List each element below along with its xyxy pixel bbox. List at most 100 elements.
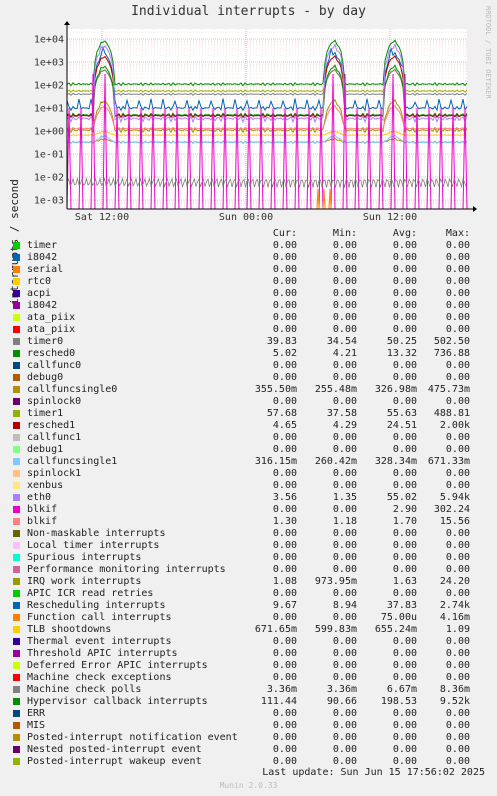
blkif-spike: [318, 107, 324, 210]
blkif-spike: [426, 107, 432, 210]
legend-avg: 0.00: [392, 276, 417, 287]
blkif-spike: [450, 107, 456, 210]
legend-avg: 0.00: [392, 636, 417, 647]
blkif-spike: [126, 107, 132, 210]
legend-label: callfunc0: [27, 360, 82, 371]
legend-max: 2.74k: [439, 600, 470, 611]
legend-max: 488.81: [433, 408, 470, 419]
legend-max: 0.00: [445, 660, 470, 671]
legend-item: Non-maskable interrupts 0.00 0.00 0.00 0.00: [0, 528, 497, 540]
legend-swatch: [13, 686, 20, 693]
legend-item: Nested posted-interrupt event 0.00 0.00 0.0…: [0, 744, 497, 756]
legend-max: 0.00: [445, 744, 470, 755]
legend-min: 8.94: [332, 600, 357, 611]
legend-item: Performance monitoring interrupts 0.00 0.0…: [0, 564, 497, 576]
legend-max: 2.00k: [439, 420, 470, 431]
legend-min: 0.00: [332, 372, 357, 383]
legend-cur: 57.68: [266, 408, 297, 419]
legend-label: eth0: [27, 492, 52, 503]
y-tick-label: 1e+03: [34, 58, 64, 69]
legend-cur: 39.83: [266, 336, 297, 347]
legend-cur: 1.08: [272, 576, 297, 587]
legend-label: callfuncsingle1: [27, 456, 118, 467]
legend-item: callfuncsingle1 316.15m 260.42m 328.34m 671.…: [0, 456, 497, 468]
legend-cur: 0.00: [272, 252, 297, 263]
legend-label: Machine check exceptions: [27, 672, 172, 683]
legend-swatch: [13, 242, 20, 249]
legend-min: 0.00: [332, 564, 357, 575]
series-line: [66, 45, 468, 112]
legend-min: 0.00: [332, 732, 357, 743]
legend-min: 0.00: [332, 756, 357, 767]
legend-label: Performance monitoring interrupts: [27, 564, 226, 575]
legend-max: 0.00: [445, 528, 470, 539]
x-tick-label: Sat 12:00: [75, 212, 129, 223]
legend-item: rtc0 0.00 0.00 0.00 0.00: [0, 276, 497, 288]
legend-swatch: [13, 662, 20, 669]
legend-label: callfunc1: [27, 432, 82, 443]
legend-max: 4.16m: [439, 612, 470, 623]
legend-avg: 0.00: [392, 672, 417, 683]
legend-cur: 0.00: [272, 312, 297, 323]
blkif-spike: [438, 107, 444, 210]
legend-min: 599.83m: [314, 624, 357, 635]
legend-max: 502.50: [433, 336, 470, 347]
legend-label: Function call interrupts: [27, 612, 172, 623]
legend-swatch: [13, 446, 20, 453]
legend-cur: 0.00: [272, 504, 297, 515]
legend-label: debug0: [27, 372, 64, 383]
legend-swatch: [13, 410, 20, 417]
legend-avg: 0.00: [392, 312, 417, 323]
legend-swatch: [13, 314, 20, 321]
legend-cur: 0.00: [272, 432, 297, 443]
legend-swatch: [13, 722, 20, 729]
legend-min: 0.00: [332, 720, 357, 731]
blkif-spike: [246, 107, 252, 210]
legend-min: 0.00: [332, 504, 357, 515]
legend-item: Function call interrupts 0.00 0.00 75.00u 4.…: [0, 612, 497, 624]
legend-max: 8.36m: [439, 684, 470, 695]
legend-avg: 655.24m: [374, 624, 417, 635]
legend-label: resched1: [27, 420, 76, 431]
legend-cur: 0.00: [272, 468, 297, 479]
last-update: Last update: Sun Jun 15 17:56:02 2025: [262, 767, 485, 778]
legend-swatch: [13, 482, 20, 489]
legend-min: 0.00: [332, 648, 357, 659]
chart-plot: 1e-03 1e-02 1e-01 1e+00 1e+01 1e+02 1e+03 1e+04…: [34, 21, 477, 223]
legend-swatch: [13, 554, 20, 561]
legend-cur: 355.50m: [254, 384, 297, 395]
blkif-spike: [78, 107, 84, 210]
col-min: Min:: [332, 228, 357, 239]
legend-max: 0.00: [445, 672, 470, 683]
legend-min: 0.00: [332, 480, 357, 491]
legend-item: callfunc1 0.00 0.00 0.00 0.00: [0, 432, 497, 444]
legend-label: i8042: [27, 252, 58, 263]
blkif-spike: [150, 107, 156, 210]
legend-swatch: [13, 326, 20, 333]
legend-cur: 1.30: [272, 516, 297, 527]
legend-swatch: [13, 278, 20, 285]
blkif-spike: [186, 107, 192, 210]
blkif-spike: [210, 107, 216, 210]
legend-label: rtc0: [27, 276, 52, 287]
legend-avg: 0.00: [392, 300, 417, 311]
legend-label: timer1: [27, 408, 64, 419]
legend-item: Spurious interrupts 0.00 0.00 0.00 0.00: [0, 552, 497, 564]
legend-item: Posted-interrupt notification event 0.00 0…: [0, 732, 497, 744]
legend-swatch: [13, 650, 20, 657]
legend-cur: 0.00: [272, 612, 297, 623]
blkif-spike: [270, 107, 276, 210]
legend-cur: 0.00: [272, 300, 297, 311]
legend-item: spinlock1 0.00 0.00 0.00 0.00: [0, 468, 497, 480]
munin-version: Munin 2.0.33: [219, 781, 278, 790]
legend-item: Thermal event interrupts 0.00 0.00 0.00 0.00: [0, 636, 497, 648]
legend-label: callfuncsingle0: [27, 384, 118, 395]
legend-swatch: [13, 362, 20, 369]
legend-max: 15.56: [439, 516, 470, 527]
legend-max: 0.00: [445, 720, 470, 731]
series-line: [66, 64, 468, 119]
legend-max: 0.00: [445, 264, 470, 275]
legend-avg: 328.34m: [374, 456, 417, 467]
legend-item: i8042 0.00 0.00 0.00 0.00: [0, 300, 497, 312]
blkif-spike: [366, 107, 372, 210]
